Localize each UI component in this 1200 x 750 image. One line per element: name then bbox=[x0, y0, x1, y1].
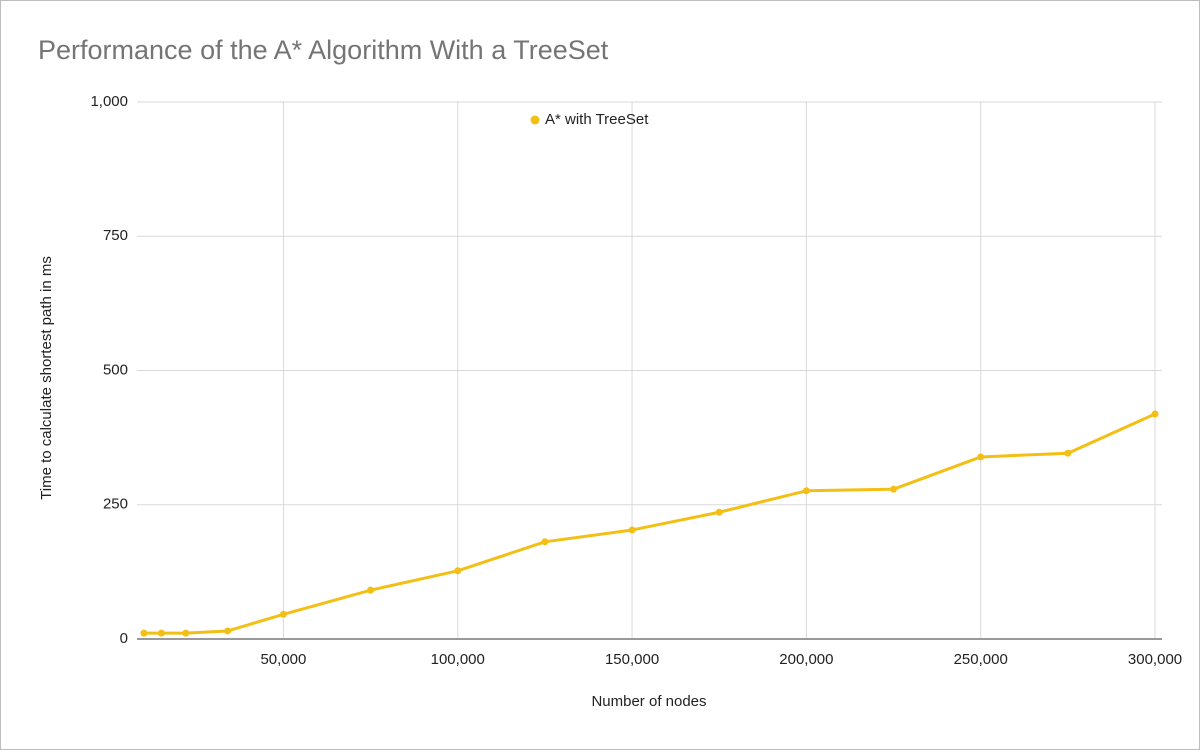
x-tick-label: 50,000 bbox=[260, 651, 306, 668]
y-tick-label: 500 bbox=[103, 361, 128, 378]
data-point bbox=[1064, 449, 1072, 457]
data-point bbox=[1151, 410, 1159, 418]
data-point bbox=[454, 567, 462, 575]
data-point bbox=[367, 586, 375, 594]
data-point bbox=[157, 629, 165, 637]
data-point bbox=[224, 627, 232, 635]
legend-label: A* with TreeSet bbox=[545, 111, 649, 128]
data-point bbox=[182, 629, 190, 637]
x-tick-label: 200,000 bbox=[779, 651, 833, 668]
chart-title: Performance of the A* Algorithm With a T… bbox=[38, 35, 609, 65]
data-point bbox=[715, 508, 723, 516]
x-tick-label: 100,000 bbox=[431, 651, 485, 668]
x-tick-label: 300,000 bbox=[1128, 651, 1182, 668]
y-tick-label: 0 bbox=[120, 630, 128, 647]
data-point bbox=[890, 485, 898, 493]
y-axis-label: Time to calculate shortest path in ms bbox=[38, 256, 55, 500]
x-tick-label: 250,000 bbox=[954, 651, 1008, 668]
y-tick-label: 250 bbox=[103, 496, 128, 513]
data-point bbox=[802, 487, 810, 495]
x-axis-label: Number of nodes bbox=[591, 693, 706, 710]
x-tick-label: 150,000 bbox=[605, 651, 659, 668]
data-point bbox=[541, 538, 549, 546]
legend-marker bbox=[530, 115, 540, 125]
data-point bbox=[977, 453, 985, 461]
y-tick-label: 750 bbox=[103, 227, 128, 244]
data-point bbox=[279, 610, 287, 618]
y-tick-label: 1,000 bbox=[90, 93, 128, 110]
data-point bbox=[628, 526, 636, 534]
data-point bbox=[140, 629, 148, 637]
